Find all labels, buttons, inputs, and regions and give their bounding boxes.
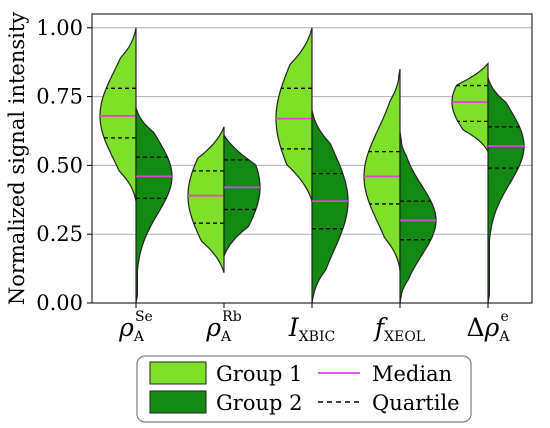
y-tick-label: 0.00: [36, 291, 83, 315]
violin-rho_rb-group-2: [223, 133, 261, 257]
y-axis-title: Normalized signal intensity: [5, 12, 29, 305]
x-tick-label-f_xeol: fXEOL: [373, 313, 425, 345]
x-tick-label-rho_rb: ρARb: [205, 309, 241, 345]
x-tick-label-delta_rho: ΔρAe: [467, 309, 511, 345]
violin-delta_rho-group-2: [487, 77, 525, 304]
legend-box: [136, 355, 472, 423]
violin-i_xbic-group-1: [275, 27, 313, 202]
y-tick-label: 0.25: [36, 222, 83, 246]
violin-rho_se-group-2: [135, 107, 173, 304]
legend-label: Group 2: [216, 391, 302, 415]
violin-rho_se-group-1: [99, 27, 137, 202]
violin-f_xeol-group-1: [363, 68, 401, 271]
legend-swatch-group-1: [149, 361, 207, 385]
y-tick-label: 0.75: [36, 85, 83, 109]
legend: Group 1 Group 2 Median Quartile: [136, 355, 472, 423]
legend-swatch-group-2: [149, 390, 207, 414]
y-tick-label: 1.00: [36, 16, 83, 40]
legend-label: Quartile: [372, 391, 460, 415]
x-tick-label-i_xbic: IXBIC: [288, 313, 335, 345]
violin-rho_rb-group-1: [187, 126, 225, 273]
x-tick-label-rho_se: ρASe: [118, 309, 153, 345]
legend-label: Median: [372, 362, 452, 386]
y-axis-ticks: 0.00 0.25 0.50 0.75 1.00: [36, 16, 92, 315]
violin-f_xeol-group-2: [399, 132, 437, 304]
violins: [99, 27, 525, 304]
violin-i_xbic-group-2: [311, 110, 349, 304]
violin-delta_rho-group-1: [451, 61, 489, 152]
y-tick-label: 0.50: [36, 153, 83, 177]
legend-label: Group 1: [216, 362, 302, 386]
x-axis-labels: ρASe ρARb IXBIC fXEOL ΔρAe: [118, 303, 510, 345]
